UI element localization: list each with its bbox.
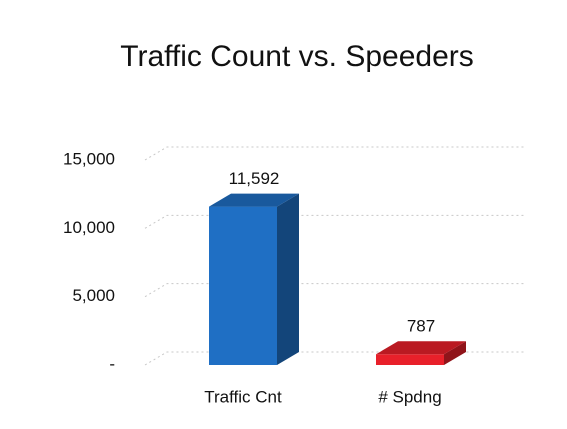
x-tick-label: # Spdng — [378, 387, 441, 406]
y-tick-label: 15,000 — [63, 149, 115, 168]
grid-line — [144, 351, 525, 366]
bar-side — [277, 193, 299, 365]
bar-side — [444, 341, 466, 365]
y-tick-label: - — [109, 354, 115, 373]
y-tick-label: 10,000 — [63, 218, 115, 237]
bar — [209, 206, 277, 365]
bar — [376, 354, 444, 365]
x-tick-label: Traffic Cnt — [204, 387, 282, 406]
y-tick-label: 5,000 — [72, 286, 115, 305]
chart-title: Traffic Count vs. Speeders — [120, 40, 474, 73]
bar-top — [209, 193, 299, 207]
grid-line — [144, 283, 525, 298]
grid-line — [144, 146, 525, 161]
grid-line — [144, 214, 525, 229]
value-label: 787 — [407, 317, 435, 336]
bar-top — [376, 341, 466, 355]
value-label: 11,592 — [229, 169, 280, 188]
